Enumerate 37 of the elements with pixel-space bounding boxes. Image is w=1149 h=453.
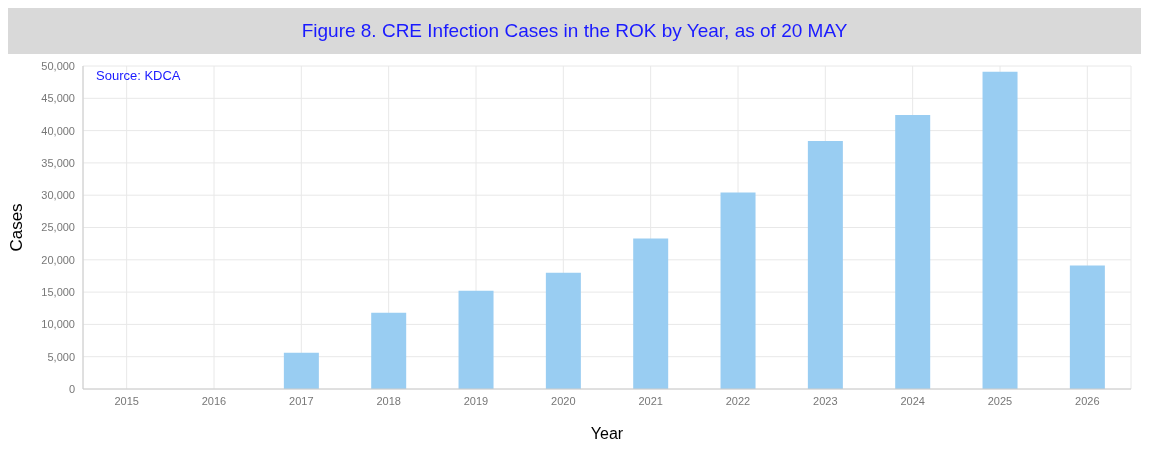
- y-tick-label: 0: [68, 382, 75, 395]
- x-tick-label: 2022: [725, 394, 751, 407]
- y-tick-label: 15,000: [41, 286, 75, 299]
- y-tick-label: 25,000: [41, 221, 75, 234]
- bar: [720, 192, 756, 389]
- y-tick-label: 30,000: [41, 189, 75, 202]
- y-tick-label: 45,000: [41, 92, 75, 105]
- bar: [1069, 265, 1105, 389]
- bar: [458, 290, 494, 389]
- x-tick-label: 2018: [376, 394, 401, 407]
- bar: [545, 272, 581, 389]
- bar: [982, 71, 1018, 389]
- x-tick-label: 2019: [463, 394, 489, 407]
- annotation: Source: KDCA: [96, 68, 181, 83]
- chart-title: Figure 8. CRE Infection Cases in the ROK by Year, as of 20 MAY: [8, 8, 1141, 54]
- y-tick-label: 5,000: [47, 350, 75, 363]
- y-tick-label: 10,000: [41, 318, 75, 331]
- bar: [895, 115, 931, 389]
- y-axis-title: Cases: [7, 203, 27, 252]
- y-tick-label: 50,000: [41, 59, 75, 72]
- x-tick-label: 2020: [551, 394, 576, 407]
- bar: [283, 352, 319, 389]
- x-tick-label: 2023: [813, 394, 838, 407]
- x-tick-label: 2015: [114, 394, 139, 407]
- bar: [633, 238, 669, 389]
- x-tick-label: 2021: [638, 394, 663, 407]
- y-tick-label: 40,000: [41, 124, 75, 137]
- x-tick-label: 2026: [1075, 394, 1100, 407]
- x-axis-title: Year: [590, 425, 624, 442]
- bar: [807, 140, 843, 389]
- y-tick-label: 20,000: [41, 253, 75, 266]
- x-tick-label: 2024: [900, 394, 925, 407]
- x-tick-label: 2025: [987, 394, 1013, 407]
- x-tick-label: 2016: [201, 394, 227, 407]
- x-tick-label: 2017: [289, 394, 314, 407]
- y-tick-label: 35,000: [41, 156, 75, 169]
- bar: [371, 312, 407, 389]
